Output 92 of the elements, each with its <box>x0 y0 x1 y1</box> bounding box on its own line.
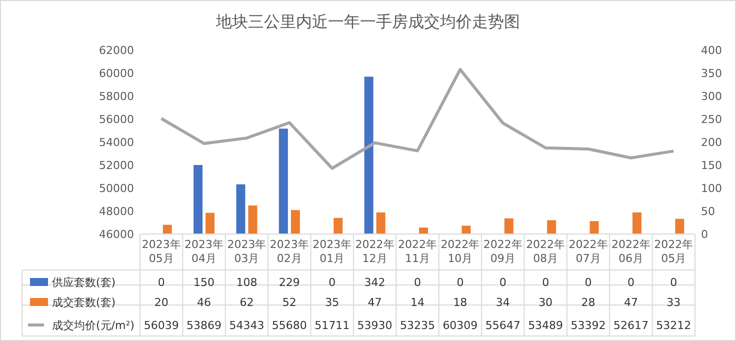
legend-label: 成交套数(套) <box>52 296 116 309</box>
data-label: 47 <box>624 296 638 309</box>
bar <box>675 218 684 234</box>
bar <box>334 218 343 234</box>
data-label: 20 <box>154 296 168 309</box>
data-label: 35 <box>325 296 340 309</box>
data-label: 28 <box>581 296 596 309</box>
y-tick-label: 56000 <box>99 112 134 126</box>
bar <box>206 212 215 234</box>
bar <box>590 221 599 234</box>
y-tick-label: 50000 <box>99 182 134 195</box>
bar <box>632 212 642 234</box>
data-label: 56039 <box>144 318 179 332</box>
data-label: 0 <box>584 276 592 289</box>
chart-title: 地块三公里内近一年一手房成交均价走势图 <box>215 12 520 31</box>
y2-tick-label: 50 <box>701 204 715 218</box>
x-tick-label: 2023年 02月 <box>270 238 309 265</box>
y2-tick-label: 350 <box>701 66 722 80</box>
data-label: 53869 <box>186 318 222 332</box>
x-tick-label: 2022年 06月 <box>611 238 650 265</box>
y-tick-label: 60000 <box>99 66 134 80</box>
line-series <box>160 68 676 170</box>
data-label: 62 <box>240 296 254 309</box>
bar <box>162 224 172 234</box>
y2-tick-label: 300 <box>701 90 722 103</box>
data-label: 0 <box>542 276 550 289</box>
x-tick-label: 2022年 07月 <box>568 238 608 265</box>
x-tick-label: 2023年 05月 <box>142 238 181 265</box>
data-label: 51711 <box>314 318 350 332</box>
x-tick-label: 2023年 04月 <box>184 238 224 265</box>
data-label: 54343 <box>229 318 264 332</box>
data-label: 0 <box>328 276 336 289</box>
x-tick-label: 2023年 03月 <box>227 238 266 265</box>
bar <box>194 165 203 234</box>
data-label: 0 <box>499 276 506 289</box>
bar <box>504 218 514 234</box>
y-tick-label: 52000 <box>99 158 134 172</box>
x-tick-label: 2023年 01月 <box>312 238 352 265</box>
data-label: 46 <box>197 296 212 309</box>
x-tick-label: 2022年 10月 <box>440 238 480 265</box>
bar <box>278 128 288 234</box>
data-label: 150 <box>194 276 215 289</box>
x-tick-label: 2022年 05月 <box>654 238 694 265</box>
data-label: 55647 <box>485 318 520 332</box>
y-tick-label: 54000 <box>99 136 134 149</box>
x-tick-label: 2022年 08月 <box>526 238 566 265</box>
y2-tick-label: 250 <box>701 112 722 126</box>
bar <box>236 184 246 234</box>
data-label: 0 <box>414 276 421 289</box>
x-tick-label: 2022年 12月 <box>355 238 394 265</box>
y2-tick-label: 0 <box>701 228 708 241</box>
x-tick-label: 2022年 11月 <box>398 238 437 265</box>
data-label: 52 <box>282 296 296 309</box>
y-tick-label: 48000 <box>99 204 134 218</box>
data-label: 53930 <box>357 318 392 332</box>
data-label: 53212 <box>656 318 692 332</box>
y2-tick-label: 100 <box>701 182 722 195</box>
data-label: 229 <box>278 276 300 289</box>
data-label: 53489 <box>528 318 564 332</box>
data-label: 0 <box>456 276 464 289</box>
y2-tick-label: 200 <box>701 136 722 149</box>
y-tick-label: 46000 <box>99 228 134 241</box>
data-label: 342 <box>364 276 386 289</box>
data-label: 55680 <box>272 318 307 332</box>
data-label: 14 <box>410 296 424 309</box>
legend-label: 供应套数(套) <box>52 276 116 289</box>
legend-label: 成交均价(元/m²) <box>52 318 134 332</box>
data-label: 0 <box>158 276 165 289</box>
y2-tick-label: 400 <box>701 44 722 57</box>
data-label: 33 <box>666 296 681 309</box>
data-label: 18 <box>453 296 468 309</box>
bar <box>290 210 300 234</box>
data-label: 0 <box>627 276 634 289</box>
data-label: 53392 <box>570 318 606 332</box>
bar <box>376 212 386 234</box>
bar <box>462 226 471 234</box>
bar <box>547 220 556 234</box>
y2-tick-label: 150 <box>701 158 722 172</box>
data-label: 60309 <box>442 318 478 332</box>
data-label: 108 <box>236 276 258 289</box>
data-label: 52617 <box>613 318 648 332</box>
x-tick-label: 2022年 09月 <box>483 238 522 265</box>
bar <box>248 205 258 234</box>
y-tick-label: 58000 <box>99 90 134 103</box>
y-tick-label: 62000 <box>99 44 134 57</box>
data-label: 47 <box>368 296 382 309</box>
data-label: 0 <box>670 276 678 289</box>
data-label: 53235 <box>400 318 435 332</box>
data-label: 30 <box>538 296 553 309</box>
bar <box>419 228 428 234</box>
bar <box>364 76 374 234</box>
data-label: 34 <box>496 296 510 309</box>
